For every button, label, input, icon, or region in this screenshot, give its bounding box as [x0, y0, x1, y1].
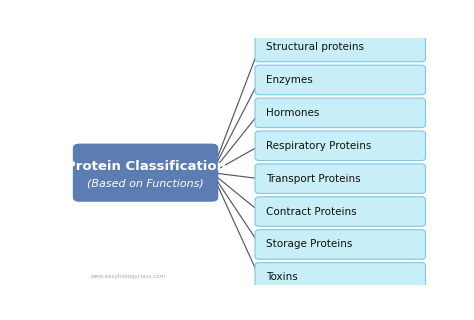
Text: Protein Classification: Protein Classification — [65, 160, 226, 173]
Text: Hormones: Hormones — [266, 108, 319, 118]
Text: Contract Proteins: Contract Proteins — [266, 207, 357, 217]
Text: Transport Proteins: Transport Proteins — [266, 174, 361, 184]
FancyBboxPatch shape — [255, 65, 426, 95]
Text: Toxins: Toxins — [266, 272, 298, 283]
Text: Enzymes: Enzymes — [266, 75, 313, 85]
FancyBboxPatch shape — [255, 164, 426, 194]
FancyBboxPatch shape — [255, 263, 426, 292]
FancyBboxPatch shape — [73, 144, 219, 202]
FancyBboxPatch shape — [255, 32, 426, 62]
FancyBboxPatch shape — [255, 197, 426, 226]
Text: Respiratory Proteins: Respiratory Proteins — [266, 141, 372, 151]
FancyBboxPatch shape — [255, 131, 426, 161]
Text: www.easybiologyclass.com: www.easybiologyclass.com — [91, 274, 165, 279]
FancyBboxPatch shape — [255, 98, 426, 128]
Text: Storage Proteins: Storage Proteins — [266, 239, 353, 250]
Text: (Based on Functions): (Based on Functions) — [87, 178, 204, 188]
Text: Structural proteins: Structural proteins — [266, 42, 364, 52]
FancyBboxPatch shape — [255, 230, 426, 259]
